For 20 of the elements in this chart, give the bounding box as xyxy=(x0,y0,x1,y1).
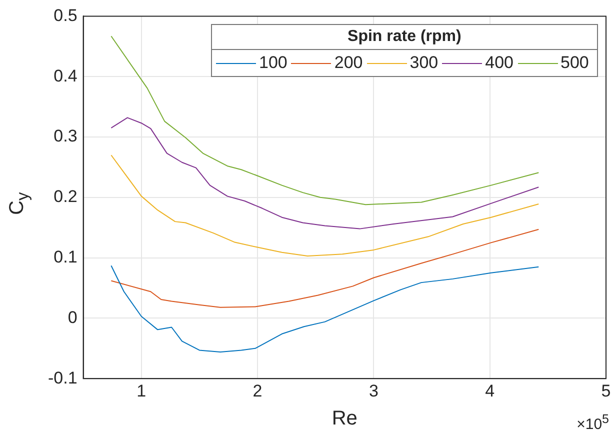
y-tick-label: 0 xyxy=(68,308,78,327)
x-tick-label: 4 xyxy=(485,381,495,400)
y-tick-label: 0.5 xyxy=(54,6,78,25)
y-tick-label: 0.3 xyxy=(54,126,78,146)
legend-label: 100 xyxy=(259,53,288,74)
y-tick-label: -0.1 xyxy=(48,368,78,388)
y-tick-label: 0.4 xyxy=(54,66,78,86)
y-tick-label: 0.1 xyxy=(54,247,78,266)
legend-title: Spin rate (rpm) xyxy=(212,25,597,50)
x-tick-label: 1 xyxy=(136,381,146,400)
x-tick-label: 2 xyxy=(252,381,262,400)
text: ×10$^{5}$ xyxy=(576,412,609,433)
legend-label: 400 xyxy=(485,53,514,74)
x-tick-label: 3 xyxy=(368,381,378,400)
x-tick-label: 5 xyxy=(601,381,611,400)
legend-label: 300 xyxy=(410,53,438,74)
y-tick-label: 0.2 xyxy=(54,187,78,206)
x-axis-title: Re xyxy=(332,408,358,430)
legend-label: 200 xyxy=(334,53,363,74)
legend-label: 500 xyxy=(560,53,589,74)
